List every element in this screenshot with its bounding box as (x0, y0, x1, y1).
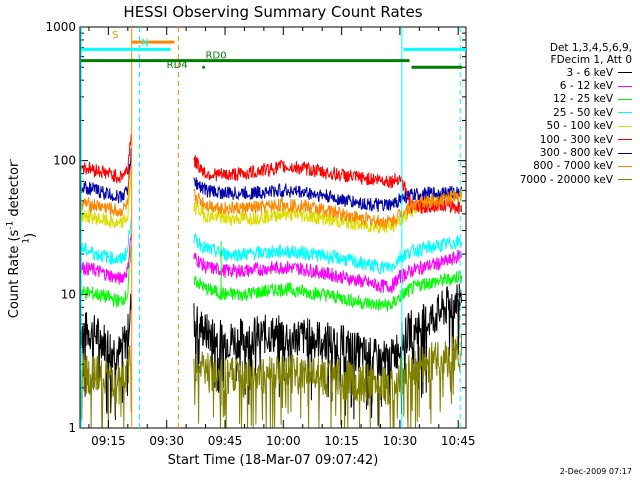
legend-swatch (618, 72, 632, 74)
legend-entry: 50 - 100 keV (480, 120, 632, 133)
x-axis-label: Start Time (18-Mar-07 09:07:42) (167, 453, 379, 468)
annotation-rd0: RD0 (206, 51, 227, 62)
date-stamp: 2-Dec-2009 07:17 (559, 467, 632, 476)
x-tick-label: 10:45 (441, 434, 476, 448)
legend-entry: 12 - 25 keV (480, 93, 632, 106)
legend-swatch (618, 139, 632, 141)
annotation-rd4: RD4 (167, 60, 188, 71)
legend-swatch (618, 98, 632, 100)
x-tick-label: 10:30 (383, 434, 418, 448)
chart-title: HESSI Observing Summary Count Rates (123, 3, 423, 21)
series-trace (193, 177, 463, 213)
legend-label: 300 - 800 keV (539, 147, 613, 160)
x-tick-label: 10:00 (266, 434, 301, 448)
legend-swatch (618, 85, 632, 87)
series-3to6keV-kev-line (79, 283, 463, 426)
series-7000to20000keV-kev-line (79, 333, 463, 429)
legend-entry: 800 - 7000 keV (480, 160, 632, 173)
annotation-n: N (141, 38, 148, 49)
series-trace (193, 188, 463, 230)
series-300to800keV-kev-line (79, 148, 463, 213)
series-trace (79, 219, 132, 265)
series-trace (79, 345, 132, 429)
legend-header-detectors: Det 1,3,4,5,6,9, (549, 42, 632, 54)
series-trace (79, 148, 132, 204)
series-trace (193, 249, 463, 294)
legend-label: 7000 - 20000 keV (519, 173, 613, 186)
series-trace (79, 172, 132, 229)
series-trace (193, 155, 463, 215)
legend-label: 800 - 7000 keV (533, 160, 613, 173)
legend-header-decim: FDecim 1, Att 0 (550, 54, 632, 66)
legend-swatch (618, 125, 632, 127)
series-trace (79, 246, 132, 308)
series-trace (193, 233, 463, 275)
legend-label: 6 - 12 keV (559, 80, 613, 93)
annotation-s: S (112, 30, 118, 41)
legend-swatch (618, 179, 632, 181)
legend-swatch (618, 112, 632, 114)
y-tick-label: 10 (61, 287, 76, 301)
legend-swatch (618, 165, 632, 167)
x-tick-label: 09:45 (208, 434, 243, 448)
legend-label: 12 - 25 keV (553, 93, 613, 106)
legend-entry: 100 - 300 keV (480, 133, 632, 146)
series-trace (79, 134, 132, 184)
y-tick-label: 1 (68, 421, 76, 435)
series-trace (79, 232, 132, 285)
rd4-marker (202, 65, 206, 69)
y-tick-label: 100 (53, 154, 76, 168)
legend-label: 25 - 50 keV (553, 106, 613, 119)
legend-label: 50 - 100 keV (546, 120, 613, 133)
legend: Det 1,3,4,5,6,9, FDecim 1, Att 0 3 - 6 k… (480, 42, 632, 187)
legend-entry: 3 - 6 keV (480, 66, 632, 79)
series-trace (193, 283, 463, 426)
legend-entry: 25 - 50 keV (480, 106, 632, 119)
series-100to300keV-kev-line (79, 134, 463, 215)
legend-label: 3 - 6 keV (566, 66, 613, 79)
series-12to25keV-kev-line (79, 246, 463, 312)
series-trace (79, 165, 132, 217)
legend-label: 100 - 300 keV (539, 133, 613, 146)
y-tick-label: 1000 (45, 20, 76, 34)
legend-entry: 6 - 12 keV (480, 79, 632, 92)
legend-swatch (618, 152, 632, 154)
y-axis-label: Count Rate (s-1 detector-1) (5, 158, 39, 319)
series-trace (193, 333, 463, 429)
series-trace (193, 270, 463, 312)
series-25to50keV-kev-line (79, 219, 463, 275)
series-6to12keV-kev-line (79, 232, 463, 294)
series-trace (79, 293, 132, 421)
x-tick-label: 10:15 (324, 434, 359, 448)
legend-entry: 300 - 800 keV (480, 146, 632, 159)
x-tick-label: 09:15 (91, 434, 126, 448)
series-800to7000keV-kev-line (79, 165, 463, 230)
x-tick-label: 09:30 (149, 434, 184, 448)
legend-entry: 7000 - 20000 keV (480, 173, 632, 186)
plot-frame (79, 26, 467, 429)
